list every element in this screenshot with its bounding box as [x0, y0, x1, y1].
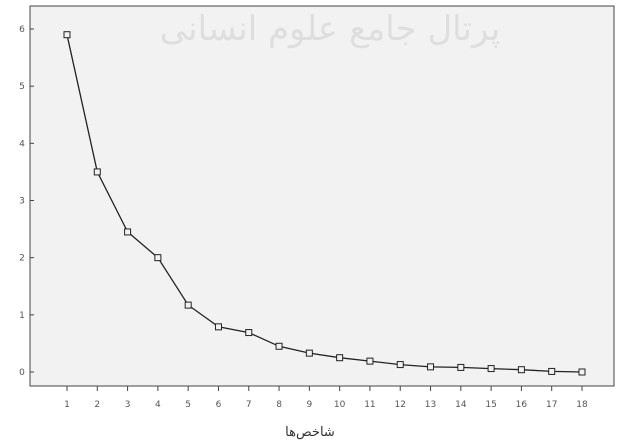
x-tick-label: 6: [216, 400, 222, 410]
data-point: [245, 329, 253, 337]
x-tick-label: 13: [425, 400, 436, 410]
x-tick-label: 18: [576, 400, 588, 410]
x-tick-label: 17: [546, 400, 557, 410]
x-tick-label: 14: [455, 400, 467, 410]
x-tick-label: 16: [516, 400, 528, 410]
x-tick-label: 9: [306, 400, 312, 410]
data-point: [154, 254, 162, 262]
data-point: [578, 368, 586, 376]
x-tick-label: 4: [155, 400, 161, 410]
data-point: [214, 323, 222, 331]
series-line: [66, 34, 583, 373]
y-tick-label: 0: [19, 368, 25, 378]
data-point: [517, 366, 525, 374]
x-tick-label: 1: [64, 400, 70, 410]
data-point: [396, 361, 404, 369]
y-tick-label: 2: [19, 254, 25, 264]
data-point: [457, 363, 465, 371]
x-tick-label: 2: [94, 400, 100, 410]
y-tick-label: 5: [19, 82, 25, 92]
y-tick-label: 4: [19, 139, 25, 149]
x-axis-title: شاخص‌ها: [285, 425, 335, 440]
data-point: [184, 301, 192, 309]
x-tick-label: 8: [276, 400, 282, 410]
data-point: [427, 363, 435, 371]
watermark-text: پرتال جامع علوم انسانی: [160, 9, 500, 49]
y-tick-label: 1: [19, 311, 25, 321]
data-point: [63, 31, 71, 39]
x-tick-label: 5: [185, 400, 191, 410]
series-markers: [63, 31, 586, 376]
data-point: [275, 342, 283, 350]
y-tick-label: 3: [19, 197, 25, 207]
data-point: [336, 354, 344, 362]
y-axis: 0 1 2 3 4 5 6: [19, 25, 34, 378]
x-tick-label: 11: [364, 400, 375, 410]
x-tick-label: 10: [334, 400, 346, 410]
x-tick-label: 15: [485, 400, 496, 410]
x-tick-label: 7: [246, 400, 252, 410]
data-point: [487, 365, 495, 373]
data-point: [93, 168, 101, 176]
x-tick-label: 3: [125, 400, 131, 410]
data-point: [366, 357, 374, 365]
data-point: [548, 367, 556, 375]
data-point: [124, 228, 132, 236]
data-point: [305, 349, 313, 357]
plot-area: [29, 5, 615, 387]
x-axis: 1 2 3 4 5 6 7 8 9 10 11 12 13 14 15 16 17 18: [64, 386, 588, 410]
x-tick-label: 12: [395, 400, 406, 410]
y-tick-label: 6: [19, 25, 25, 35]
